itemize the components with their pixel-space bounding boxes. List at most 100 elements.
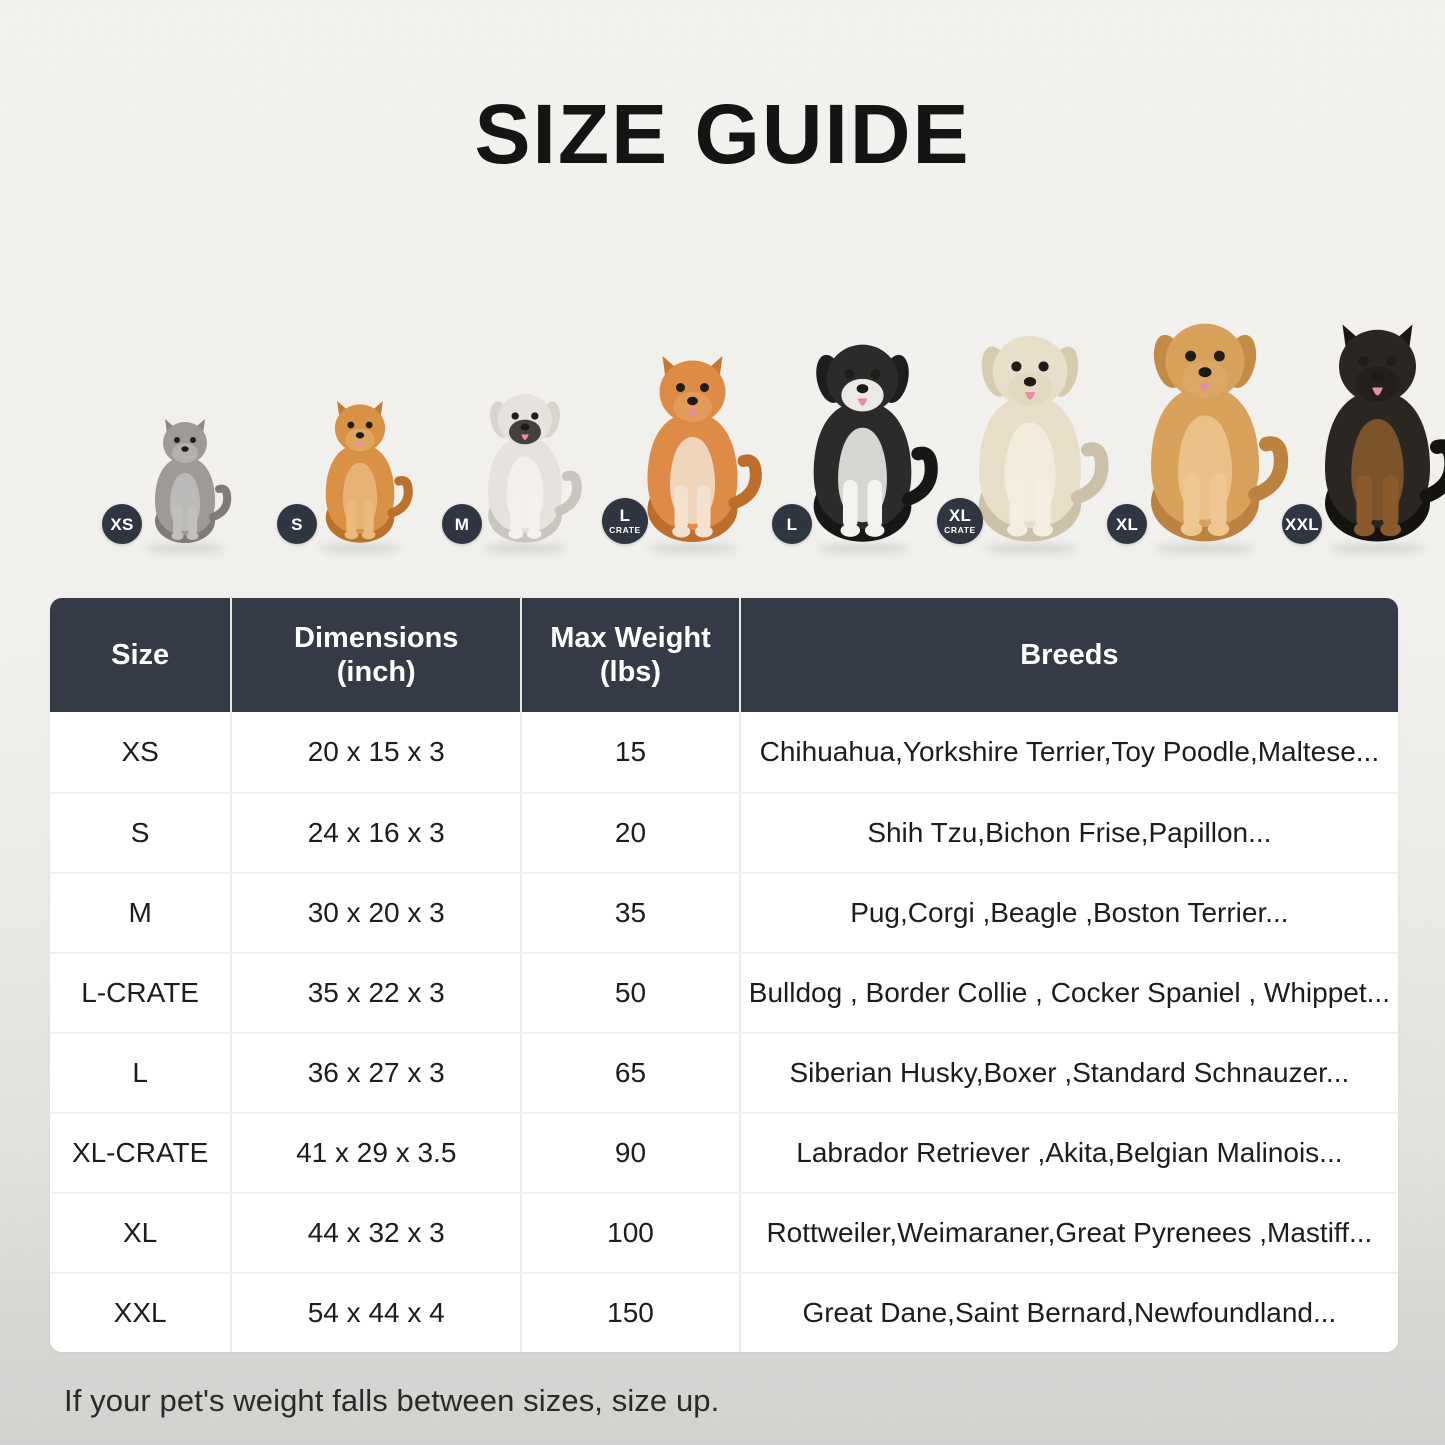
ground-shadow [983,544,1077,553]
dog-doberman-image [1290,273,1445,550]
header-breeds-line1: Breeds [1020,638,1119,671]
ground-shadow [143,544,227,553]
table-row: L-CRATE 35 x 22 x 3 50 Bulldog , Border Col… [50,952,1398,1032]
dog-golden-retriever-image [1115,290,1295,550]
table-row: L 36 x 27 x 3 65 Siberian Husky,Boxer ,Stan… [50,1032,1398,1112]
cell-breeds: Siberian Husky,Boxer ,Standard Schnauzer… [740,1032,1398,1112]
cell-size: M [50,872,233,952]
ground-shadow [318,544,402,553]
cell-max-weight: 35 [522,872,741,952]
page-title: SIZE GUIDE [474,87,971,181]
animal-slot-dog-doberman: XXL [1282,278,1445,553]
cell-dimensions: 44 x 32 x 3 [232,1192,523,1272]
size-badge-xxl: XXL [1282,504,1322,544]
animal-slot-dog-golden-retriever: XL [1107,295,1295,553]
ground-shadow [817,544,908,553]
footer-note: If your pet's weight falls between sizes… [64,1383,720,1418]
table-row: S 24 x 16 x 3 20 Shih Tzu,Bichon Frise,Papi… [50,792,1398,872]
table-header: Size Dimensions (inch) Max Weight (lbs) … [50,598,1398,712]
badge-size-label: XL [948,506,972,526]
table-row: M 30 x 20 x 3 35 Pug,Corgi ,Beagle ,Boston … [50,872,1398,952]
cell-dimensions: 36 x 27 x 3 [232,1032,523,1112]
cell-size: XL-CRATE [50,1112,233,1192]
ground-shadow [647,544,738,553]
cell-breeds: Labrador Retriever ,Akita,Belgian Malino… [740,1112,1398,1192]
badge-crate-label: CRATE [609,525,641,536]
cell-max-weight: 90 [522,1112,741,1192]
dog-border-collie-illustration [813,344,938,542]
cell-dimensions: 35 x 22 x 3 [232,952,523,1032]
cell-max-weight: 20 [522,792,741,872]
cell-dimensions: 20 x 15 x 3 [232,712,523,792]
size-badge-l: L [772,504,812,544]
size-badge-xl: XL [1107,504,1147,544]
cat-grey-illustration [155,419,232,543]
table-body: XS 20 x 15 x 3 15 Chihuahua,Yorkshire Terri… [50,712,1398,1352]
cell-dimensions: 24 x 16 x 3 [232,792,523,872]
ground-shadow [1329,544,1426,553]
cell-max-weight: 50 [522,952,741,1032]
cell-max-weight: 150 [522,1272,741,1352]
animal-slot-dog-labrador-retriever: XL CRATE [937,310,1115,553]
size-badge-s: S [277,504,317,544]
badge-size-label: XL [1115,514,1139,534]
badge-size-label: XXL [1285,514,1319,534]
size-badge-xl-crate: XL CRATE [937,498,983,544]
dog-labrador-retriever-illustration [979,335,1109,542]
size-badge-xs: XS [102,504,142,544]
badge-crate-label: CRATE [944,525,976,536]
dog-pomeranian-illustration [325,401,413,543]
header-size: Size [50,598,233,712]
table-row: XL 44 x 32 x 3 100 Rottweiler,Weimaraner,Gr… [50,1192,1398,1272]
cell-size: XS [50,712,233,792]
size-table: Size Dimensions (inch) Max Weight (lbs) … [50,598,1398,1352]
cell-dimensions: 30 x 20 x 3 [232,872,523,952]
animal-slot-dog-french-bulldog: M [442,378,600,553]
animal-slot-dog-border-collie: L [772,322,945,553]
cell-size: S [50,792,233,872]
title-section: SIZE GUIDE [0,0,1445,176]
table-row: XL-CRATE 41 x 29 x 3.5 90 Labrador Retrieve… [50,1112,1398,1192]
cell-size: XL [50,1192,233,1272]
cell-breeds: Bulldog , Border Collie , Cocker Spaniel… [740,952,1398,1032]
cell-breeds: Rottweiler,Weimaraner,Great Pyrenees ,Ma… [740,1192,1398,1272]
badge-size-label: L [619,506,631,526]
badge-size-label: M [454,514,470,534]
cell-dimensions: 54 x 44 x 4 [232,1272,523,1352]
cell-max-weight: 15 [522,712,741,792]
dog-french-bulldog-illustration [488,393,582,543]
cell-size: L [50,1032,233,1112]
dog-french-bulldog-image [450,373,600,550]
animal-slot-dog-pomeranian: S [277,390,435,553]
animal-slot-dog-shiba-inu: L CRATE [602,340,775,553]
header-dimensions-line2: (inch) [336,656,416,688]
header-dimensions: Dimensions (inch) [232,598,523,712]
size-badge-l-crate: L CRATE [602,498,648,544]
dog-border-collie-image [780,317,945,550]
table-row: XS 20 x 15 x 3 15 Chihuahua,Yorkshire Terri… [50,712,1398,792]
badge-size-label: XS [110,514,134,534]
cell-size: XXL [50,1272,233,1352]
badge-size-label: S [291,514,303,534]
header-dimensions-line1: Dimensions [294,621,459,654]
size-badge-m: M [442,504,482,544]
animal-lineup: XS S M L CRATE L XL CRATE XL XXL [50,250,1445,553]
cell-breeds: Great Dane,Saint Bernard,Newfoundland... [740,1272,1398,1352]
dog-shiba-inu-illustration [647,356,762,542]
cell-max-weight: 65 [522,1032,741,1112]
table-row: XXL 54 x 44 x 4 150 Great Dane,Saint Bernar… [50,1272,1398,1352]
cell-dimensions: 41 x 29 x 3.5 [232,1112,523,1192]
header-max-weight-line1: Max Weight [550,621,711,654]
ground-shadow [483,544,567,553]
header-row: Size Dimensions (inch) Max Weight (lbs) … [50,598,1398,712]
header-size-line1: Size [111,638,170,671]
badge-size-label: L [786,514,798,534]
ground-shadow [1155,544,1255,553]
animal-slot-cat-grey: XS [102,410,260,553]
dog-pomeranian-image [285,385,435,550]
dog-golden-retriever-illustration [1151,323,1289,542]
header-max-weight: Max Weight (lbs) [522,598,741,712]
cell-breeds: Chihuahua,Yorkshire Terrier,Toy Poodle,M… [740,712,1398,792]
cell-breeds: Pug,Corgi ,Beagle ,Boston Terrier... [740,872,1398,952]
cat-grey-image [110,405,260,550]
